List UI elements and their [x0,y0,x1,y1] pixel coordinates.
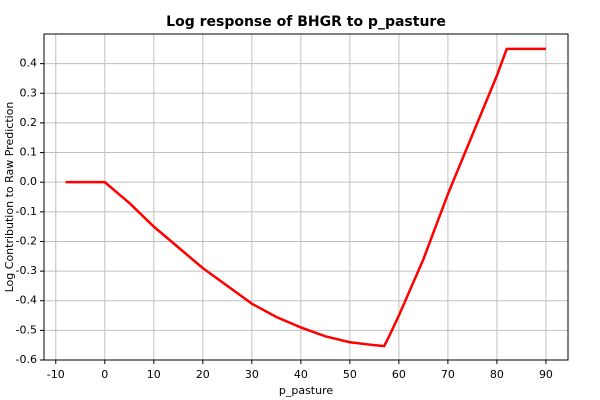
y-tick-label: -0.3 [16,264,37,277]
x-tick-label: 40 [294,368,308,381]
y-tick-label: 0.0 [20,175,38,188]
plot-frame [43,33,569,361]
x-tick-label: 10 [147,368,161,381]
y-tick-label: 0.4 [20,57,38,70]
y-tick-label: 0.1 [20,146,38,159]
x-tick-label: 20 [196,368,210,381]
y-tick-label: -0.6 [16,353,37,366]
x-tick-label: 50 [343,368,357,381]
y-tick-label: -0.4 [16,294,37,307]
y-tick-label: -0.2 [16,234,37,247]
x-tick-label: -10 [47,368,65,381]
y-axis-label: Log Contribution to Raw Prediction [3,102,16,293]
x-tick-label: 60 [392,368,406,381]
x-tick-label: 80 [490,368,504,381]
x-tick-label: 90 [539,368,553,381]
x-axis-label: p_pasture [279,384,334,397]
x-tick-label: 0 [101,368,108,381]
y-tick-label: -0.5 [16,323,37,336]
response-line [65,47,546,348]
x-tick-label: 70 [441,368,455,381]
y-tick-label: 0.2 [20,116,38,129]
y-tick-label: 0.3 [20,86,38,99]
x-tick-label: 30 [245,368,259,381]
y-tick-label: -0.1 [16,205,37,218]
chart-title: Log response of BHGR to p_pasture [166,14,446,30]
